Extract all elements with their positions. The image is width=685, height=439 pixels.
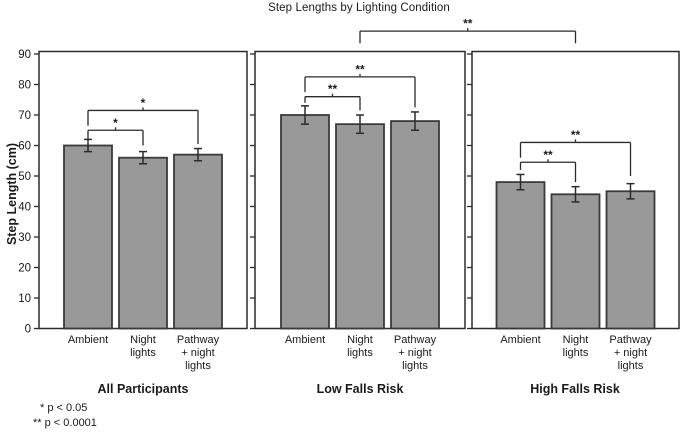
bar-high-falls-risk-3 [605, 190, 656, 330]
x-category-label: Night lights [130, 334, 156, 359]
bar-all-participants-1 [63, 144, 113, 330]
x-category-label: Night lights [562, 334, 589, 359]
x-category-label: Ambient [500, 334, 541, 346]
x-category-label: Night lights [347, 334, 373, 359]
y-tick-label: 70 [18, 110, 31, 122]
panel-title-high-falls-risk: High Falls Risk [530, 382, 620, 396]
bar-all-participants-3 [173, 153, 223, 330]
y-tick-label: 80 [18, 80, 31, 92]
y-tick-label: 60 [18, 141, 31, 153]
x-category-label: Pathway + night lights [393, 334, 437, 372]
x-category-label: Ambient [284, 334, 326, 346]
x-category-label: Pathway + night lights [609, 334, 652, 372]
bar-low-falls-risk-1 [280, 114, 330, 330]
significance-label: * [113, 116, 118, 130]
panel-title-low-falls-risk: Low Falls Risk [316, 382, 404, 396]
bar-low-falls-risk-2 [335, 123, 385, 330]
chart-title: Step Lengths by Lighting Condition [268, 2, 450, 14]
footnote-p-005: * p < 0.05 [40, 402, 88, 414]
y-tick-label: 10 [18, 293, 31, 305]
significance-label: ** [355, 62, 365, 76]
y-tick-label: 20 [18, 263, 31, 275]
significance-label: ** [328, 82, 338, 96]
panel-title-all-participants: All Participants [97, 382, 189, 396]
y-tick-label: 0 [25, 324, 31, 336]
significance-label: ** [543, 148, 553, 162]
bar-high-falls-risk-1 [495, 181, 546, 330]
significance-label: ** [463, 17, 473, 31]
y-tick-label: 40 [18, 202, 31, 214]
x-category-label: Pathway + night lights [176, 334, 220, 372]
bar-all-participants-2 [118, 156, 168, 330]
significance-label: ** [571, 128, 581, 142]
x-category-label: Ambient [67, 334, 109, 346]
bar-low-falls-risk-3 [390, 120, 440, 330]
y-tick-label: 30 [18, 232, 31, 244]
bar-high-falls-risk-2 [550, 193, 601, 330]
significance-label: * [141, 96, 146, 110]
y-tick-label: 90 [18, 49, 31, 61]
y-tick-label: 50 [18, 171, 31, 183]
footnote-p-00001: ** p < 0.0001 [33, 417, 97, 429]
